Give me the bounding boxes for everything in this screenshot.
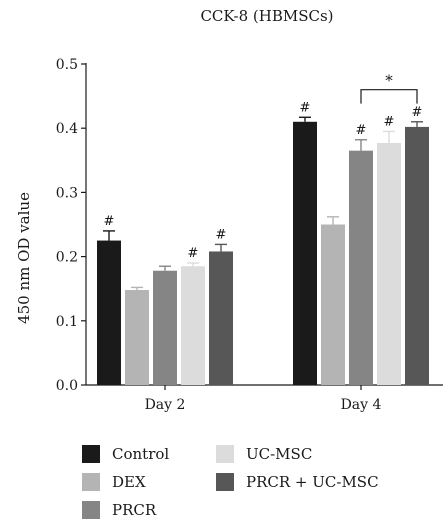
y-axis-label: 450 nm OD value (15, 192, 33, 324)
significance-star-0: * (385, 72, 393, 90)
x-tick-label-0: Day 2 (145, 397, 186, 413)
legend-label-2: PRCR (112, 501, 157, 519)
y-tick-label-3: 0.3 (56, 185, 78, 201)
y-tick-label-5: 0.5 (56, 57, 78, 73)
significance-mark-0-3: # (188, 246, 199, 261)
legend-swatch-2 (82, 501, 100, 519)
bar-1-0 (293, 121, 317, 385)
bar-0-0 (97, 240, 121, 385)
legend: Control DEX PRCR UC-MSC PRCR + UC-MSC (82, 445, 379, 519)
legend-label-3: UC-MSC (246, 445, 312, 463)
significance-mark-1-0: # (300, 100, 311, 115)
x-tick-label-1: Day 4 (341, 397, 382, 413)
significance-mark-0-0: # (104, 214, 115, 229)
legend-label-4: PRCR + UC-MSC (246, 473, 379, 491)
legend-label-0: Control (112, 445, 169, 463)
plot-area: 0.0 0.1 0.2 0.3 0.4 0.5 Day 2 # # # Day 4 # # # # * (56, 57, 443, 413)
legend-swatch-3 (216, 445, 234, 463)
y-tick-label-4: 0.4 (56, 121, 78, 137)
bar-1-3 (377, 142, 401, 385)
y-tick-label-2: 0.2 (56, 250, 78, 266)
y-tick-label-1: 0.1 (56, 314, 78, 330)
bar-1-2 (349, 150, 373, 385)
legend-label-1: DEX (112, 473, 146, 491)
bar-0-2 (153, 270, 177, 385)
significance-mark-0-4: # (216, 227, 227, 242)
bar-1-4 (405, 126, 429, 385)
bar-0-3 (181, 266, 205, 385)
significance-mark-1-4: # (412, 105, 423, 120)
significance-mark-1-3: # (384, 114, 395, 129)
legend-swatch-0 (82, 445, 100, 463)
bar-1-1 (321, 224, 345, 385)
significance-mark-1-2: # (356, 123, 367, 138)
y-tick-label-0: 0.0 (56, 378, 78, 394)
legend-swatch-1 (82, 473, 100, 491)
legend-swatch-4 (216, 473, 234, 491)
chart-title: CCK-8 (HBMSCs) (200, 7, 333, 25)
bar-0-4 (209, 251, 233, 385)
significance-bracket-0 (360, 89, 418, 104)
bar-0-1 (125, 289, 149, 385)
